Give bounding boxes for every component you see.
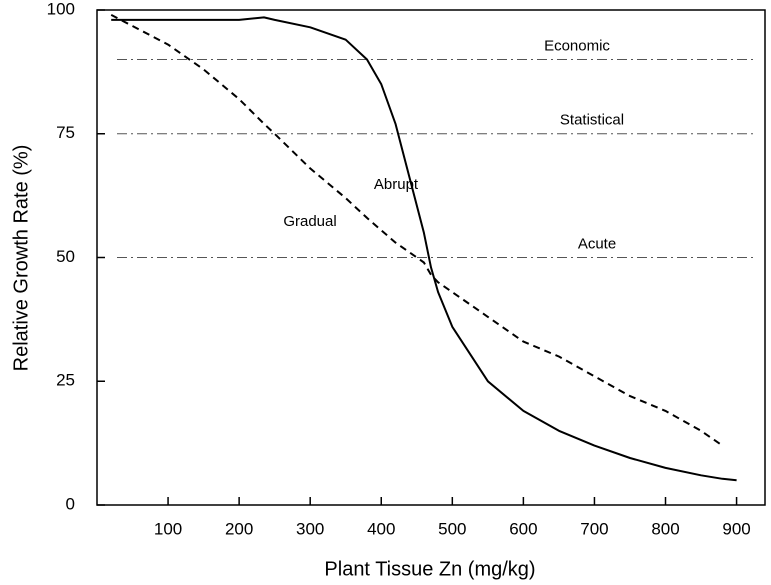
x-axis-title: Plant Tissue Zn (mg/kg) <box>324 558 535 580</box>
y-tick-label: 75 <box>56 123 75 142</box>
reference-label: Statistical <box>560 112 624 129</box>
x-tick-label: 600 <box>509 519 537 538</box>
reference-label: Acute <box>578 235 616 252</box>
y-tick-label: 0 <box>66 494 75 513</box>
y-tick-label: 100 <box>47 0 75 18</box>
line-series <box>111 16 737 482</box>
x-tick-label: 700 <box>580 519 608 538</box>
x-tick-label: 200 <box>225 519 253 538</box>
y-axis-title: Relative Growth Rate (%) <box>10 145 32 372</box>
x-tick-label: 900 <box>722 519 750 538</box>
series-label: Gradual <box>283 213 336 230</box>
x-tick-label: 500 <box>438 519 466 538</box>
y-tick-label: 50 <box>56 247 75 266</box>
x-tick-label: 800 <box>651 519 679 538</box>
line-series <box>110 14 723 447</box>
y-tick-label: 25 <box>56 371 75 390</box>
series-label: Abrupt <box>374 176 419 193</box>
x-tick-label: 400 <box>367 519 395 538</box>
x-tick-label: 300 <box>296 519 324 538</box>
x-tick-label: 100 <box>154 519 182 538</box>
reference-label: Economic <box>544 37 610 54</box>
